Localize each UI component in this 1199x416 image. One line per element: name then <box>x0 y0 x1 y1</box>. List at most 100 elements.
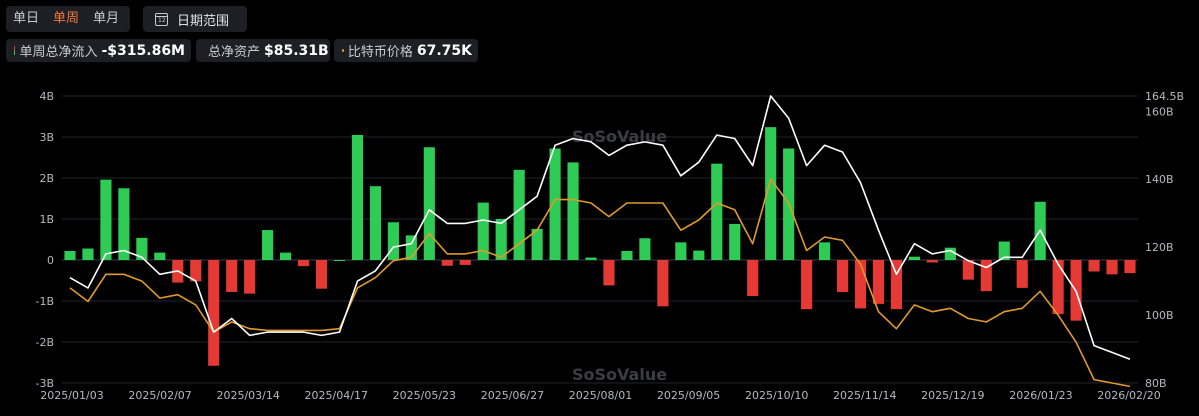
x-axis-tick: 2026/01/23 <box>1009 389 1072 402</box>
tab-daily[interactable]: 单日 <box>13 11 40 26</box>
right-axis-tick: 160B <box>1145 105 1174 118</box>
flow-bar <box>315 260 328 289</box>
flow-bar <box>836 260 849 292</box>
flow-bar <box>926 260 938 263</box>
calendar-icon: 12 <box>155 12 168 26</box>
flow-bar <box>1124 260 1136 274</box>
flow-bar <box>1088 260 1100 272</box>
flow-bar <box>567 162 579 260</box>
date-range-label: 日期范围 <box>177 13 230 29</box>
flow-bar <box>405 235 417 260</box>
btc-price-line <box>69 178 1131 388</box>
flow-bar <box>495 219 507 260</box>
flow-bar <box>280 252 292 260</box>
left-axis-tick: 2B <box>39 172 54 185</box>
x-axis-tick: 2025/09/05 <box>657 389 720 402</box>
total-assets-value: $85.31B <box>264 42 329 59</box>
flow-bar <box>854 260 867 309</box>
flow-bar <box>890 260 903 310</box>
x-axis-tick: 2026/02/20 <box>1097 389 1160 402</box>
x-axis-tick: 2025/02/07 <box>128 389 191 402</box>
flow-bar <box>639 238 651 260</box>
flow-bar <box>244 260 256 294</box>
left-axis-tick: 0 <box>47 254 54 267</box>
btc-price-value: 67.75K <box>416 42 472 59</box>
flow-bar <box>441 260 453 266</box>
flow-bar <box>333 260 346 261</box>
legend-net-inflow[interactable]: 单周总净流入 -$315.86M <box>6 39 191 62</box>
watermark: SoSoValue <box>572 127 667 146</box>
right-axis-tick: 80B <box>1145 377 1167 390</box>
x-axis-tick: 2025/10/10 <box>745 389 808 402</box>
flow-bar <box>477 202 489 260</box>
flow-bar <box>387 222 399 260</box>
flow-bar <box>423 147 435 260</box>
flow-bar <box>136 237 148 260</box>
x-axis-tick: 2025/08/01 <box>569 389 632 402</box>
flow-bar <box>819 242 831 260</box>
flow-bar <box>64 250 76 260</box>
left-axis-tick: -3B <box>35 377 54 390</box>
flow-bar <box>513 169 525 260</box>
left-axis-tick: -2B <box>35 336 54 349</box>
flow-bar <box>747 260 759 297</box>
flow-bar <box>765 127 777 260</box>
interval-tabs: 单日 单周 单月 <box>6 6 130 32</box>
x-axis-tick: 2025/03/14 <box>216 389 279 402</box>
watermark: SoSoValue <box>572 365 667 384</box>
total-assets-line <box>69 95 1131 360</box>
flow-bar <box>351 134 364 260</box>
right-axis-tick: 140B <box>1145 173 1174 186</box>
right-axis-tick: 164.5B <box>1145 90 1184 103</box>
flow-bar <box>657 260 669 307</box>
flow-bar <box>693 250 705 260</box>
x-axis-tick: 2025/12/19 <box>921 389 984 402</box>
btc-price-swatch <box>342 49 344 52</box>
flow-bar <box>962 260 974 280</box>
tab-monthly[interactable]: 单月 <box>93 11 120 26</box>
right-axis-tick: 100B <box>1145 309 1174 322</box>
flow-bar <box>459 260 471 265</box>
flow-bar <box>1016 260 1028 288</box>
flow-bar <box>208 260 220 366</box>
right-axis-tick: 120B <box>1145 241 1174 254</box>
flow-bar <box>872 260 885 304</box>
x-axis-tick: 2025/06/27 <box>481 389 544 402</box>
x-axis-tick: 2025/04/17 <box>305 389 368 402</box>
flow-bar <box>998 241 1010 260</box>
flow-bar <box>603 260 615 286</box>
flow-bar <box>100 179 112 260</box>
left-axis-tick: 3B <box>39 131 54 144</box>
legend-total-assets[interactable]: 总净资产 $85.31B <box>196 39 330 62</box>
flow-bar <box>944 247 956 260</box>
flow-bar <box>369 186 381 260</box>
net-inflow-swatch <box>14 46 16 55</box>
flow-bar <box>549 148 561 260</box>
flow-bar <box>801 260 813 310</box>
net-inflow-value: -$315.86M <box>101 42 185 59</box>
flow-bar <box>118 188 130 260</box>
flow-bar <box>82 248 94 260</box>
flow-bar <box>980 260 992 292</box>
flow-bar <box>226 260 238 292</box>
flow-bar <box>711 163 723 260</box>
legend-btc-price[interactable]: 比特币价格 67.75K <box>334 39 478 62</box>
flow-bar <box>190 260 202 282</box>
flow-bar <box>1106 260 1118 275</box>
flow-bar <box>621 250 633 260</box>
btc-price-label: 比特币价格 <box>347 45 413 60</box>
net-inflow-label: 单周总净流入 <box>19 45 98 60</box>
left-axis-tick: -1B <box>35 295 54 308</box>
flow-bar <box>154 252 166 260</box>
flow-bar <box>531 228 543 260</box>
x-axis-tick: 2025/05/23 <box>393 389 456 402</box>
tab-weekly[interactable]: 单周 <box>53 11 80 26</box>
flow-bar <box>585 257 597 260</box>
left-axis-tick: 4B <box>39 90 54 103</box>
flow-bar <box>1052 260 1064 315</box>
flow-bar <box>262 230 274 260</box>
date-range-button[interactable]: 12 日期范围 <box>143 6 247 32</box>
flow-bar <box>297 260 310 267</box>
left-axis-tick: 1B <box>39 213 54 226</box>
